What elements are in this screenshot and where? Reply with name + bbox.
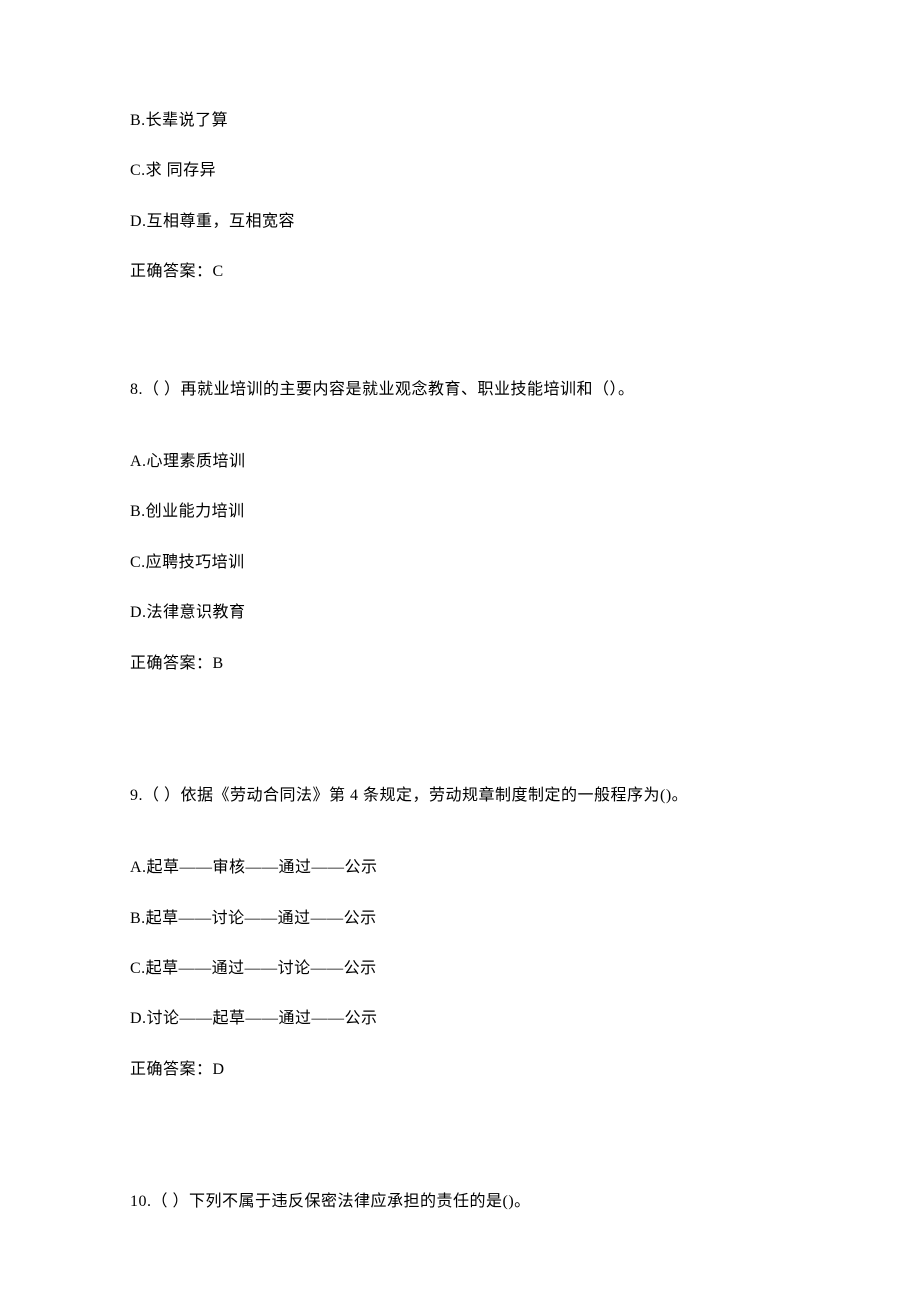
q8-option-b: B.创业能力培训 [130, 501, 790, 523]
q8-option-c: C.应聘技巧培训 [130, 552, 790, 574]
q9-answer: 正确答案：D [130, 1059, 790, 1081]
q9-option-b: B.起草——讨论——通过——公示 [130, 908, 790, 930]
q7-option-d: D.互相尊重，互相宽容 [130, 211, 790, 233]
q7-answer: 正确答案：C [130, 261, 790, 283]
q7-option-b: B.长辈说了算 [130, 110, 790, 132]
q9-option-a: A.起草——审核——通过——公示 [130, 857, 790, 879]
q8-option-a: A.心理素质培训 [130, 451, 790, 473]
q10-stem: 10.（ ）下列不属于违反保密法律应承担的责任的是()。 [130, 1191, 790, 1213]
q9-option-c: C.起草——通过——讨论——公示 [130, 958, 790, 980]
q8-option-d: D.法律意识教育 [130, 602, 790, 624]
q9-option-d: D.讨论——起草——通过——公示 [130, 1008, 790, 1030]
q9-stem: 9.（ ）依据《劳动合同法》第 4 条规定，劳动规章制度制定的一般程序为()。 [130, 785, 790, 807]
q7-option-c: C.求 同存异 [130, 160, 790, 182]
q8-answer: 正确答案：B [130, 653, 790, 675]
q8-stem: 8.（ ）再就业培训的主要内容是就业观念教育、职业技能培训和（）。 [130, 379, 790, 401]
